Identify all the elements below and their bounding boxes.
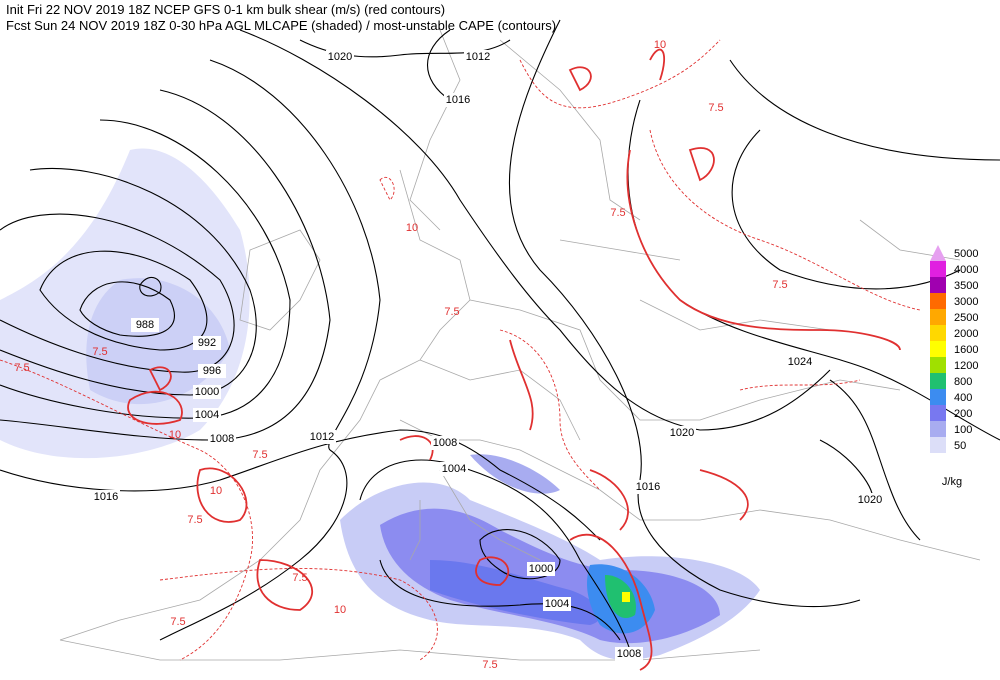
colorbar-swatch	[930, 277, 946, 293]
colorbar-swatch	[930, 405, 946, 421]
colorbar-swatch	[930, 357, 946, 373]
colorbar-label: 5000	[954, 248, 978, 260]
colorbar-swatch	[930, 261, 946, 277]
isobars	[0, 19, 1000, 651]
isobar-label: 1024	[788, 356, 812, 368]
isobar-label: 1004	[545, 598, 569, 610]
label-background	[856, 493, 884, 507]
isobar-label: 1012	[466, 51, 490, 63]
header-line: Fcst Sun 24 NOV 2019 18Z 0-30 hPa AGL ML…	[6, 18, 556, 33]
colorbar-swatch	[930, 341, 946, 357]
isobar-label: 1020	[670, 427, 694, 439]
isobar-label: 988	[136, 319, 154, 331]
label-background	[440, 462, 468, 476]
colorbar-cap	[930, 245, 946, 261]
colorbar-swatch	[930, 293, 946, 309]
shear-label: 7.5	[772, 279, 787, 291]
isobar-label: 1000	[195, 386, 219, 398]
label-background	[193, 385, 221, 399]
label-background	[131, 318, 159, 332]
shear-label: 7.5	[14, 362, 29, 374]
colorbar-label: 50	[954, 440, 966, 452]
colorbar-label: 2500	[954, 312, 978, 324]
isobar-label: 1020	[328, 51, 352, 63]
label-background	[786, 355, 814, 369]
label-background	[543, 597, 571, 611]
shear-contours	[0, 39, 921, 671]
label-background	[527, 562, 555, 576]
label-background	[668, 426, 696, 440]
label-background	[634, 480, 662, 494]
cape-shading	[0, 148, 760, 660]
label-background	[431, 436, 459, 450]
colorbar-label: 4000	[954, 264, 978, 276]
label-background	[308, 430, 336, 444]
colorbar-label: 1200	[954, 360, 978, 372]
shear-label: 10	[210, 485, 222, 497]
colorbar-label: 200	[954, 408, 972, 420]
label-background	[198, 364, 226, 378]
shear-label: 10	[334, 604, 346, 616]
isobar-label: 992	[198, 337, 216, 349]
isobar-label: 1000	[529, 563, 553, 575]
colorbar-swatch	[930, 389, 946, 405]
colorbar-swatch	[930, 421, 946, 437]
colorbar: 5000 4000 3500 3000 2500 2000 1600 1200 800 400 20…	[930, 245, 978, 488]
shear-label: 10	[406, 222, 418, 234]
colorbar-label: 1600	[954, 344, 978, 356]
colorbar-label: 2000	[954, 328, 978, 340]
shear-label: 7.5	[92, 346, 107, 358]
isobar-label: 1016	[636, 481, 660, 493]
shear-label: 7.5	[708, 102, 723, 114]
isobar-label: 1012	[310, 431, 334, 443]
colorbar-label: 800	[954, 376, 972, 388]
shear-label: 7.5	[482, 659, 497, 671]
colorbar-swatch	[930, 309, 946, 325]
label-background	[92, 490, 120, 504]
label-background	[208, 432, 236, 446]
isobar-label: 1004	[442, 463, 466, 475]
isobar-label: 1020	[858, 494, 882, 506]
label-background	[615, 647, 643, 661]
shear-label: 7.5	[170, 616, 185, 628]
isobar-label: 1008	[210, 433, 234, 445]
isobar-label: 1008	[617, 648, 641, 660]
isobar-label: 1004	[195, 409, 219, 421]
colorbar-label: 3000	[954, 296, 978, 308]
shear-label: 7.5	[292, 572, 307, 584]
colorbar-swatch	[930, 325, 946, 341]
shear-label: 7.5	[252, 449, 267, 461]
header-line: Init Fri 22 NOV 2019 18Z NCEP GFS 0-1 km…	[6, 2, 445, 17]
label-background	[326, 50, 354, 64]
colorbar-label: 400	[954, 392, 972, 404]
shear-label: 7.5	[444, 306, 459, 318]
shear-label: 7.5	[610, 207, 625, 219]
colorbar-label: 3500	[954, 280, 978, 292]
label-background	[193, 408, 221, 422]
shear-label: 7.5	[187, 514, 202, 526]
colorbar-label: 100	[954, 424, 972, 436]
isobar-label: 1016	[94, 491, 118, 503]
colorbar-unit: J/kg	[942, 476, 962, 488]
isobar-label: 996	[203, 365, 221, 377]
shear-label: 10	[169, 429, 181, 441]
colorbar-swatch	[930, 437, 946, 453]
shear-labels: 7.5 7.5 10 7.5 10 7.5 7.5 10 7.5 7.5 10 7.5 7.5 10 7.5…	[14, 39, 787, 671]
isobar-label: 1016	[446, 94, 470, 106]
colorbar-swatch	[930, 373, 946, 389]
isobar-label: 1008	[433, 437, 457, 449]
shear-label: 10	[654, 39, 666, 51]
label-background	[444, 93, 472, 107]
label-background	[464, 50, 492, 64]
label-background	[193, 336, 221, 350]
